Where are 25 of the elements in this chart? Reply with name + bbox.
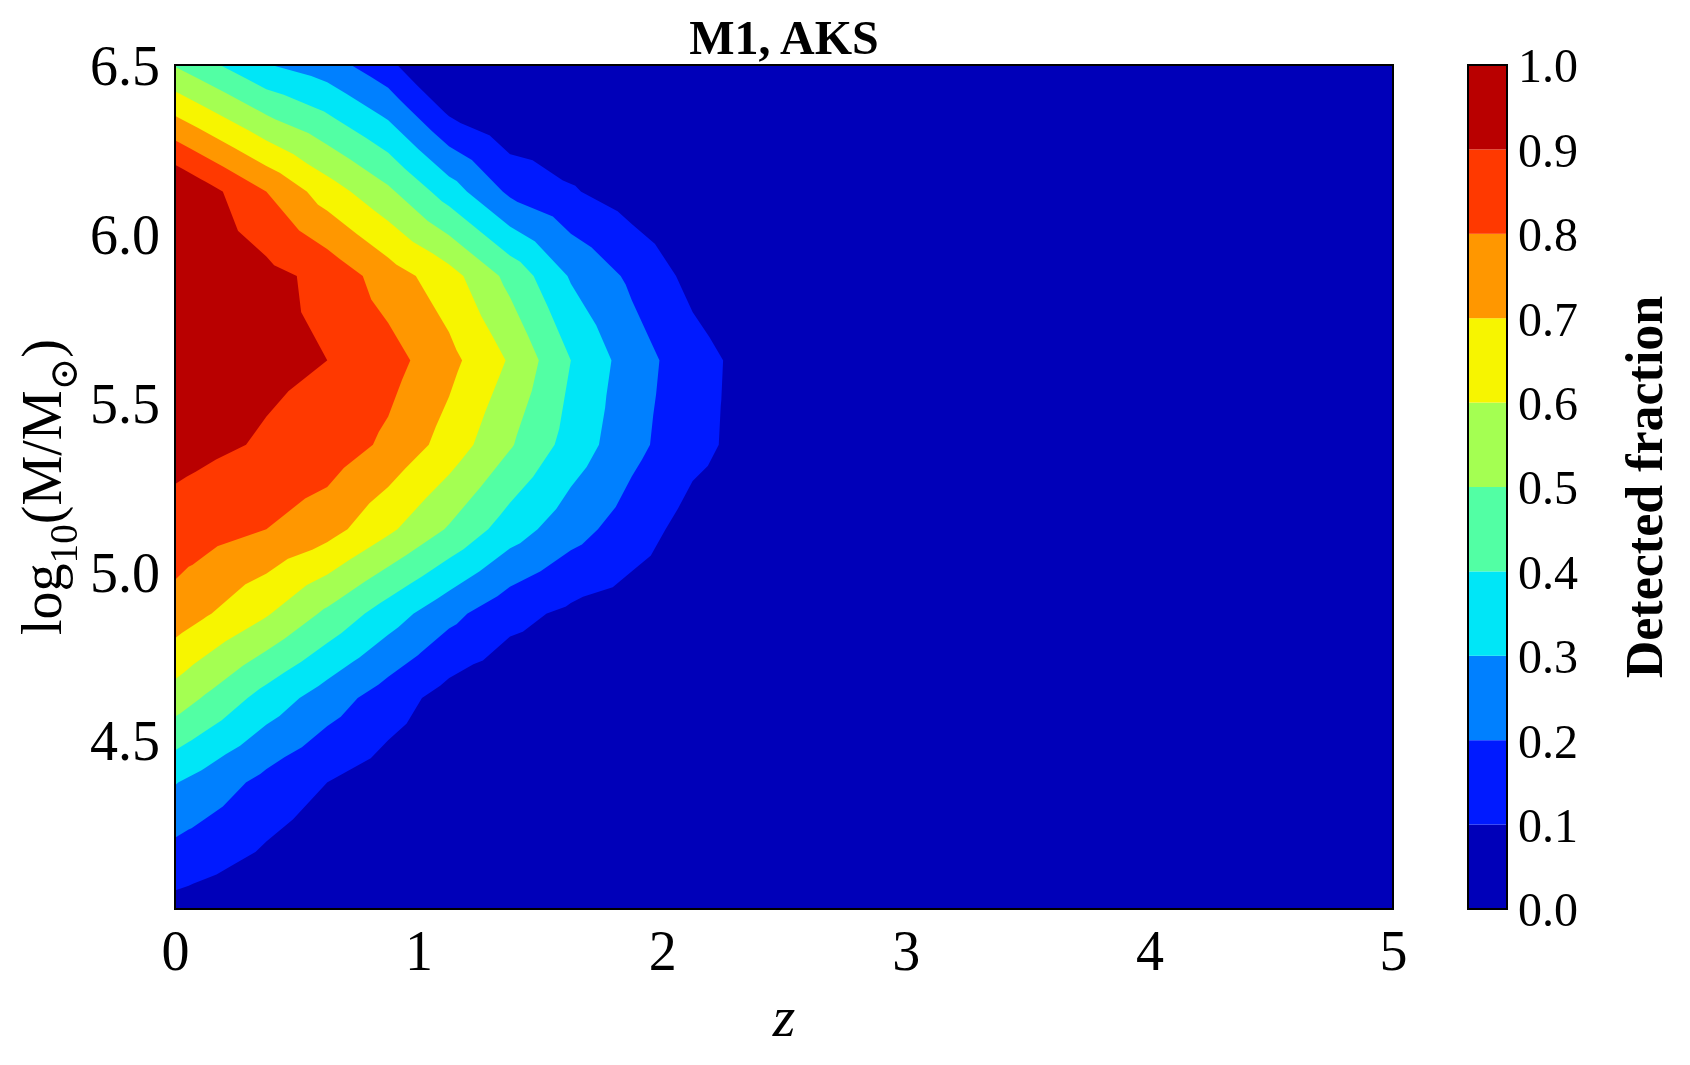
color-bar-label: 1.0 — [1518, 39, 1578, 93]
x-tick-label: 5 — [1379, 919, 1408, 982]
x-tick-label: 1 — [405, 919, 434, 982]
y-tick-label: 6.5 — [90, 35, 160, 98]
y-tick-label: 5.5 — [90, 372, 160, 435]
color-bar-title: Detected fraction — [1615, 295, 1673, 679]
color-bar-label: 0.9 — [1518, 123, 1578, 177]
color-bar-label: 0.6 — [1518, 376, 1578, 430]
color-bar-label: 0.2 — [1518, 714, 1578, 768]
color-bar-label: 0.4 — [1518, 545, 1578, 599]
color-bar-label: 0.5 — [1518, 461, 1578, 515]
color-bar-label: 0.1 — [1518, 798, 1578, 852]
x-tick-label: 2 — [648, 919, 677, 982]
x-tick-label: 4 — [1135, 919, 1164, 982]
y-tick-label: 5.0 — [90, 541, 160, 604]
y-tick-label: 6.0 — [90, 203, 160, 266]
y-tick-label: 4.5 — [90, 710, 160, 773]
chart-title: M1, AKS — [689, 10, 879, 64]
x-tick-label: 3 — [892, 919, 921, 982]
x-tick-label: 0 — [161, 919, 190, 982]
color-bar-label: 0.0 — [1518, 883, 1578, 937]
x-axis-title: z — [771, 983, 796, 1049]
color-bar-label: 0.8 — [1518, 208, 1578, 262]
color-bar-label: 0.7 — [1518, 292, 1578, 346]
color-bar-label: 0.3 — [1518, 630, 1578, 684]
